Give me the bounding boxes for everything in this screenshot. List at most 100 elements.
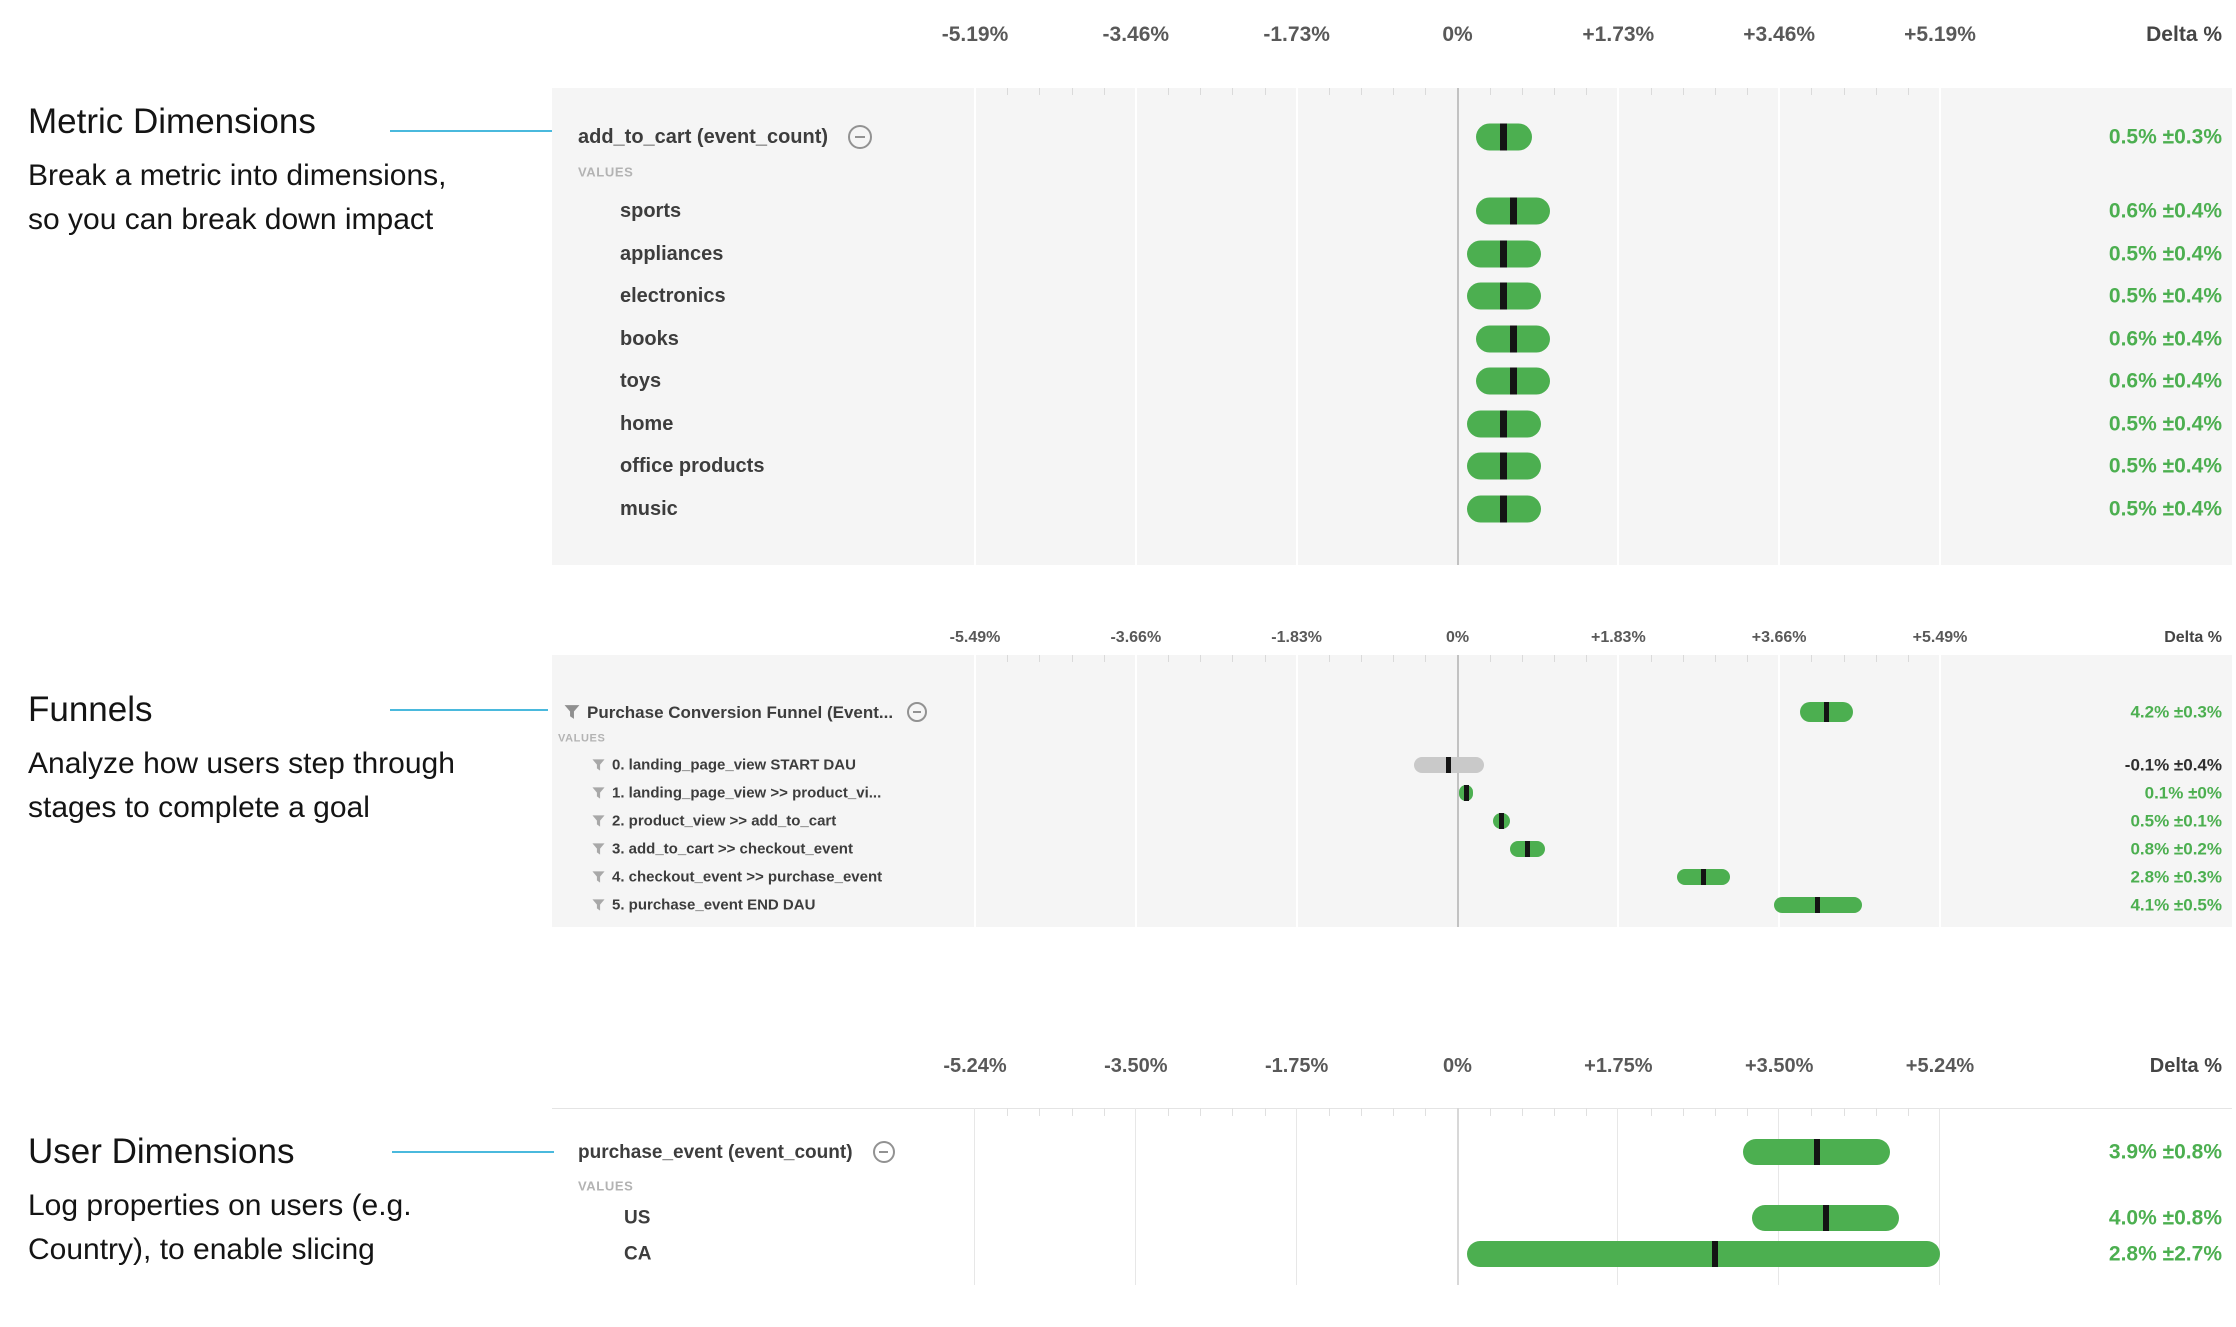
grid-line [1939, 1108, 1940, 1285]
dimension-row-label: appliances [620, 244, 723, 264]
point-estimate-tick [1500, 452, 1508, 480]
axis-tick-label: -1.75% [1264, 1055, 1329, 1077]
minor-tick [1586, 88, 1588, 95]
axis-tick-label: +3.66% [1751, 629, 1807, 646]
minor-tick [1328, 88, 1330, 95]
minor-tick [1168, 88, 1169, 95]
point-estimate-tick [1815, 897, 1821, 913]
minor-tick [1200, 88, 1202, 95]
annotation-metric-dimensions: Metric Dimensions Break a metric into di… [28, 100, 447, 242]
point-estimate-tick [1500, 123, 1508, 151]
annotation-line: Break a metric into dimensions, [28, 159, 447, 192]
collapse-minus-circle-icon[interactable] [907, 702, 928, 722]
minor-tick [1554, 88, 1555, 95]
minor-tick [1425, 1108, 1427, 1116]
delta-value: 4.2% ±0.3% [2130, 702, 2222, 722]
minor-tick [1361, 88, 1362, 95]
delta-value: 2.8% ±2.7% [2108, 1242, 2222, 1266]
minor-tick [1232, 88, 1234, 95]
minor-tick [1682, 1108, 1684, 1116]
minor-tick [1071, 1108, 1073, 1116]
point-estimate-tick [1498, 813, 1504, 829]
minor-tick [1650, 1108, 1652, 1116]
grid-line [1134, 655, 1137, 927]
panel-top-border [552, 1108, 2232, 1109]
grid-line [1134, 88, 1137, 565]
minor-tick [1071, 655, 1073, 662]
delta-value: 2.8% ±0.3% [2130, 867, 2222, 887]
minor-tick [1361, 655, 1362, 662]
dimension-row-label: books [620, 329, 679, 349]
dimension-row-label: electronics [620, 286, 726, 306]
confidence-interval-bar [1466, 240, 1542, 267]
zero-grid-line [1456, 1108, 1459, 1285]
minor-tick [1554, 1108, 1555, 1116]
metric-header-label: purchase_event (event_count) [578, 1141, 895, 1163]
funnel-icon [592, 787, 605, 799]
confidence-interval-bar [1773, 897, 1862, 913]
annotation-connector-line [390, 709, 548, 711]
minor-tick [1328, 1108, 1330, 1116]
annotation-line: stages to complete a goal [28, 791, 370, 824]
confidence-interval-bar [1800, 702, 1853, 722]
user-dimensions-panel: purchase_event (event_count) 3.9% ±0.8% VA… [552, 1108, 2232, 1285]
minor-tick [1232, 1108, 1234, 1116]
axis-tick-label: -3.66% [1110, 629, 1162, 646]
grid-line [1939, 655, 1941, 927]
minor-tick [1489, 88, 1491, 95]
minor-tick [1521, 1108, 1523, 1116]
minor-tick [1361, 1108, 1362, 1116]
delta-value: 0.6% ±0.4% [2108, 199, 2222, 223]
label-text: music [620, 497, 678, 520]
axis-tick-label: -5.24% [943, 1055, 1007, 1077]
delta-value: 0.5% ±0.4% [2108, 454, 2222, 478]
minor-tick [1103, 88, 1105, 95]
label-text: 3. add_to_cart >> checkout_event [612, 840, 853, 858]
confidence-interval-bar [1466, 1241, 1940, 1267]
axis-tick-label: -5.49% [949, 629, 1001, 646]
minor-tick [1039, 655, 1041, 662]
point-estimate-tick [1813, 1139, 1820, 1165]
label-text: appliances [620, 242, 724, 265]
minor-tick [1328, 655, 1330, 662]
minor-tick [1521, 88, 1523, 95]
minor-tick [1168, 1108, 1169, 1116]
point-estimate-tick [1500, 240, 1508, 267]
grid-line [1939, 88, 1941, 565]
collapse-minus-circle-icon[interactable] [848, 125, 873, 149]
point-estimate-tick [1446, 757, 1452, 773]
confidence-interval-bar [1466, 495, 1542, 522]
grid-line [974, 88, 976, 565]
grid-line [1617, 655, 1620, 927]
axis-tick-label: 0% [1443, 1055, 1472, 1077]
funnel-icon [592, 843, 605, 855]
minor-tick [1521, 655, 1523, 662]
point-estimate-tick [1701, 869, 1707, 885]
annotation-user-dimensions: User Dimensions Log properties on users … [28, 1130, 412, 1272]
point-estimate-tick [1824, 702, 1830, 722]
minor-tick [1425, 88, 1427, 95]
minor-tick [1907, 655, 1909, 662]
axis-tick-label: -5.19% [941, 23, 1009, 46]
delta-column-header: Delta % [2164, 629, 2222, 646]
point-estimate-tick [1712, 1241, 1719, 1267]
minor-tick [1747, 1108, 1748, 1116]
delta-value: 0.6% ±0.4% [2108, 327, 2222, 350]
annotation-body: Analyze how users step through stages to … [28, 742, 455, 830]
minor-tick [1232, 655, 1234, 662]
minor-tick [1714, 1108, 1716, 1116]
collapse-minus-circle-icon[interactable] [872, 1141, 895, 1163]
funnel-icon [592, 759, 605, 771]
dimension-row-label: 3. add_to_cart >> checkout_event [592, 842, 853, 857]
zero-grid-line [1456, 88, 1459, 565]
minor-tick [1682, 655, 1684, 662]
dimension-row-label: home [620, 414, 673, 434]
axis-tick-label: -3.50% [1104, 1055, 1168, 1077]
delta-column-header: Delta % [2146, 23, 2222, 46]
axis-tick-label: +5.49% [1912, 629, 1968, 646]
values-caption: VALUES [578, 164, 634, 180]
minor-tick [1393, 88, 1395, 95]
minor-tick [1425, 655, 1427, 662]
funnel-icon [592, 871, 605, 883]
confidence-interval-bar [1476, 325, 1551, 352]
